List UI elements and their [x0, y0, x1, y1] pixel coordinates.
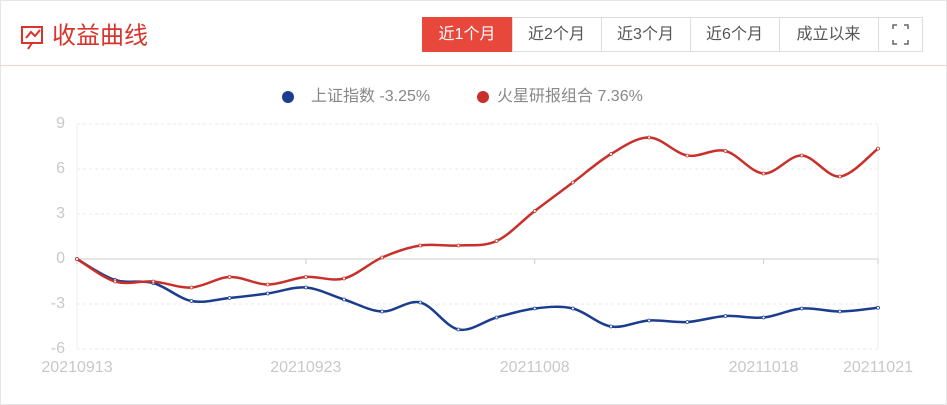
- point: [265, 282, 270, 287]
- series-line: [76, 257, 879, 332]
- point: [342, 297, 346, 302]
- legend-marker: [282, 91, 294, 103]
- y-tick-label: -6: [51, 340, 65, 357]
- tab[interactable]: 近3个月: [601, 17, 691, 52]
- legend-label: 上证指数 -3.25%: [311, 87, 430, 105]
- point: [494, 239, 499, 243]
- point: [647, 135, 652, 140]
- tab[interactable]: 近2个月: [512, 17, 602, 52]
- point: [723, 149, 728, 153]
- title: 收益曲线: [52, 22, 148, 49]
- point: [532, 209, 537, 213]
- point: [303, 285, 308, 290]
- point: [418, 300, 423, 305]
- point: [647, 318, 652, 323]
- tab-bg: [690, 17, 780, 52]
- y-tick-label: 0: [56, 250, 65, 267]
- y-tick-label: 6: [56, 160, 65, 177]
- point: [456, 327, 461, 332]
- point: [75, 257, 79, 261]
- point: [456, 243, 461, 248]
- point: [609, 324, 613, 329]
- point: [342, 276, 346, 281]
- point: [303, 275, 308, 279]
- series-line: [76, 136, 879, 289]
- point: [227, 296, 232, 300]
- legend-label: 火星研报组合 7.36%: [497, 87, 643, 105]
- tab-bg: [422, 17, 513, 52]
- x-tick-label: 20211008: [500, 359, 570, 376]
- x-tick-label: 20210913: [41, 359, 112, 376]
- point: [570, 180, 575, 185]
- point: [227, 275, 232, 279]
- legend-marker: [477, 91, 489, 103]
- tab-label[interactable]: 近1个月: [439, 25, 496, 43]
- point: [876, 305, 880, 310]
- tab[interactable]: 近6个月: [690, 17, 780, 52]
- fullscreen-button[interactable]: [878, 17, 923, 52]
- point: [799, 306, 804, 311]
- tab[interactable]: 成立以来: [779, 17, 879, 52]
- point: [494, 315, 499, 320]
- title-icon: [21, 26, 43, 50]
- y-tick-label: 3: [56, 205, 65, 222]
- point: [113, 279, 118, 284]
- point: [532, 306, 537, 311]
- point: [418, 243, 423, 248]
- point: [685, 320, 690, 324]
- tab-bg: [512, 17, 602, 52]
- point: [876, 146, 880, 151]
- point: [151, 279, 156, 284]
- tab[interactable]: 近1个月: [422, 17, 513, 52]
- y-tick-label: -3: [51, 295, 65, 312]
- point: [609, 152, 613, 156]
- tab-label[interactable]: 近2个月: [528, 25, 585, 43]
- point: [570, 306, 575, 311]
- point: [380, 255, 385, 260]
- x-tick-label: 20211018: [729, 359, 799, 376]
- tab-label[interactable]: 成立以来: [796, 25, 860, 43]
- point: [761, 315, 766, 320]
- point: [380, 309, 385, 314]
- tab-bg: [779, 17, 879, 52]
- y-tick-label: 9: [56, 115, 65, 132]
- tab-label[interactable]: 近3个月: [617, 25, 674, 43]
- x-tick-label: 20210923: [270, 359, 341, 376]
- point: [761, 171, 766, 176]
- point: [685, 153, 690, 158]
- point: [189, 285, 194, 290]
- x-tick-label: 20211021: [843, 359, 913, 376]
- point: [837, 174, 842, 179]
- point: [265, 291, 270, 296]
- point: [799, 153, 804, 158]
- point: [189, 299, 194, 303]
- point: [837, 309, 842, 314]
- point: [723, 314, 728, 318]
- tab-label[interactable]: 近6个月: [706, 25, 763, 43]
